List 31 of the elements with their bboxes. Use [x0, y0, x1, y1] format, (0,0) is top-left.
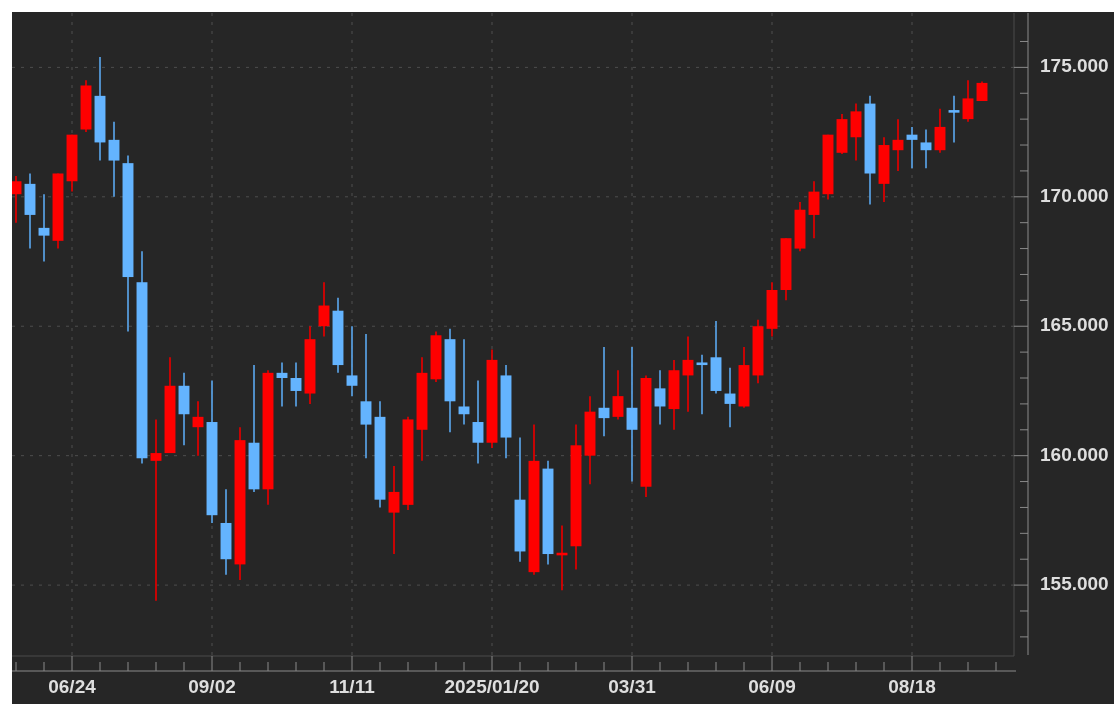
y-tick-label: 165.000 — [1040, 314, 1109, 336]
x-tick-label: 08/18 — [888, 676, 936, 698]
candlestick — [12, 175, 22, 224]
x-tick-label: 06/09 — [748, 676, 796, 698]
y-tick-label: 175.000 — [1040, 55, 1109, 77]
candlestick — [934, 107, 946, 154]
candlestick — [808, 180, 820, 240]
y-tick-label: 170.000 — [1040, 184, 1109, 206]
candlestick — [472, 379, 484, 465]
y-tick-label: 160.000 — [1040, 443, 1109, 465]
candlestick — [962, 79, 974, 123]
candlestick — [388, 465, 400, 555]
candlestick — [696, 353, 708, 416]
candlestick — [150, 418, 162, 602]
x-tick-label: 2025/01/20 — [444, 676, 540, 698]
candlestick — [654, 369, 666, 426]
candlestick — [290, 361, 302, 408]
x-tick-label: 06/24 — [48, 676, 97, 698]
candlestick — [612, 369, 624, 421]
x-tick-label: 03/31 — [608, 676, 657, 698]
y-tick-label: 155.000 — [1040, 573, 1109, 595]
candlestick — [920, 128, 932, 170]
candlestick — [360, 333, 372, 460]
candlestick — [948, 94, 960, 144]
candlestick — [38, 193, 50, 263]
x-tick-label: 11/11 — [329, 676, 376, 698]
candlestick — [458, 338, 470, 426]
candlestick — [346, 325, 358, 398]
candlestick — [626, 346, 638, 483]
candlestick — [108, 120, 120, 198]
x-tick-label: 09/02 — [188, 676, 236, 698]
